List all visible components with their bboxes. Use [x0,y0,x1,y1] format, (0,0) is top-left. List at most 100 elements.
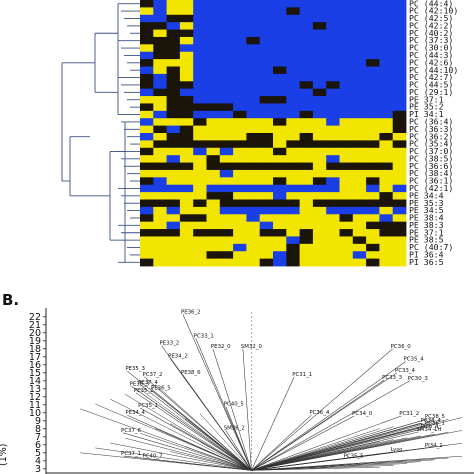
heatmap-cell [233,73,247,82]
heatmap-cell [219,51,234,60]
heatmap-cell [219,73,234,82]
heatmap-cell [312,258,327,267]
heatmap-cell [326,140,340,149]
heatmap-cell [286,118,300,127]
heatmap-cell [379,177,394,186]
heatmap-cell [326,59,340,67]
loading-ray [131,386,252,471]
heatmap-cell [153,236,167,245]
heatmap-row-label: PC (44:10) [409,65,458,75]
heatmap-cell [326,110,340,119]
heatmap-cell [233,162,247,171]
heatmap-cell [392,147,407,156]
heatmap-cell [219,236,234,245]
loading-label: PC35_4 [404,357,425,363]
heatmap-cell [379,184,394,193]
panel-b-letter: B. [2,291,19,309]
heatmap-cell [392,59,407,67]
heatmap-cell [233,103,247,112]
heatmap-row-label: PE 37:1 [409,227,444,237]
loading-label: Lyso [391,447,403,453]
heatmap-cell [259,229,274,237]
heatmap-cell [246,96,261,104]
heatmap-cell [140,184,154,193]
heatmap-cell [166,258,181,267]
heatmap-cell [233,140,247,149]
heatmap-cell [392,140,407,149]
heatmap-cell [206,88,221,97]
heatmap-cell [312,73,327,82]
heatmap-cell [233,7,247,16]
heatmap-cell [153,199,167,208]
heatmap-cell [140,73,154,82]
heatmap-cell [233,88,247,97]
heatmap-cell [140,236,154,245]
heatmap-cell [392,192,407,200]
heatmap-cell [153,14,167,23]
heatmap-cell [153,162,167,171]
heatmap-cell [273,14,287,23]
heatmap-cell [392,44,407,53]
heatmap-cell [312,118,327,127]
heatmap-cell [326,133,340,141]
loading-ray [152,390,252,471]
heatmap-cell [379,140,394,149]
heatmap-cell [219,59,234,67]
heatmap-cell [366,258,380,267]
heatmap-cell [179,73,194,82]
y-tick-label: 19 [29,336,41,347]
heatmap-cell [379,155,394,163]
heatmap-cell [352,192,367,200]
heatmap-cell [193,184,207,193]
heatmap-cell [312,29,327,38]
heatmap-cell [312,221,327,230]
heatmap-cell [312,229,327,237]
heatmap-cell [299,236,314,245]
heatmap-cell [233,14,247,23]
heatmap-cell [366,221,380,230]
heatmap-cell [392,81,407,90]
heatmap-cell [366,169,380,178]
heatmap-cell [273,258,287,267]
heatmap-cell [206,206,221,215]
loading-label: PC34_0 [352,411,373,417]
heatmap-cell [259,88,274,97]
heatmap-cell [259,140,274,149]
heatmap-cell [206,7,221,16]
heatmap-cell [392,177,407,186]
heatmap-cell [339,73,354,82]
heatmap-cell [193,44,207,53]
loading-label: PC40_5 [224,401,244,407]
heatmap-row-label: PC (37:3) [409,35,453,45]
y-tick-label: 13 [29,384,41,395]
heatmap-cell [366,81,380,90]
heatmap-cell [246,155,261,163]
heatmap-cell [246,221,261,230]
heatmap-cell [206,258,221,267]
heatmap-cell [273,133,287,141]
heatmap-cell [193,199,207,208]
heatmap-cell [326,177,340,186]
heatmap-cell [339,243,354,252]
heatmap-cell [366,199,380,208]
heatmap-cell [246,7,261,16]
loading-ray [182,314,252,471]
heatmap-cell [299,251,314,260]
heatmap-row-label: PE 35:3 [409,198,444,208]
heatmap-cell [326,155,340,163]
heatmap-cell [206,133,221,141]
heatmap-row-label: PC (35:4) [409,139,453,149]
heatmap-cell [153,258,167,267]
heatmap-cell [246,66,261,75]
heatmap-cell [392,88,407,97]
heatmap-cell [206,162,221,171]
loading-label: PE35_2 [134,388,154,394]
heatmap-cell [233,192,247,200]
heatmap-cell [339,29,354,38]
heatmap-cell [339,236,354,245]
heatmap-cell [326,7,340,16]
heatmap-cell [140,96,154,104]
heatmap-cell [326,118,340,127]
heatmap-cell [273,36,287,45]
heatmap-cell [366,229,380,237]
